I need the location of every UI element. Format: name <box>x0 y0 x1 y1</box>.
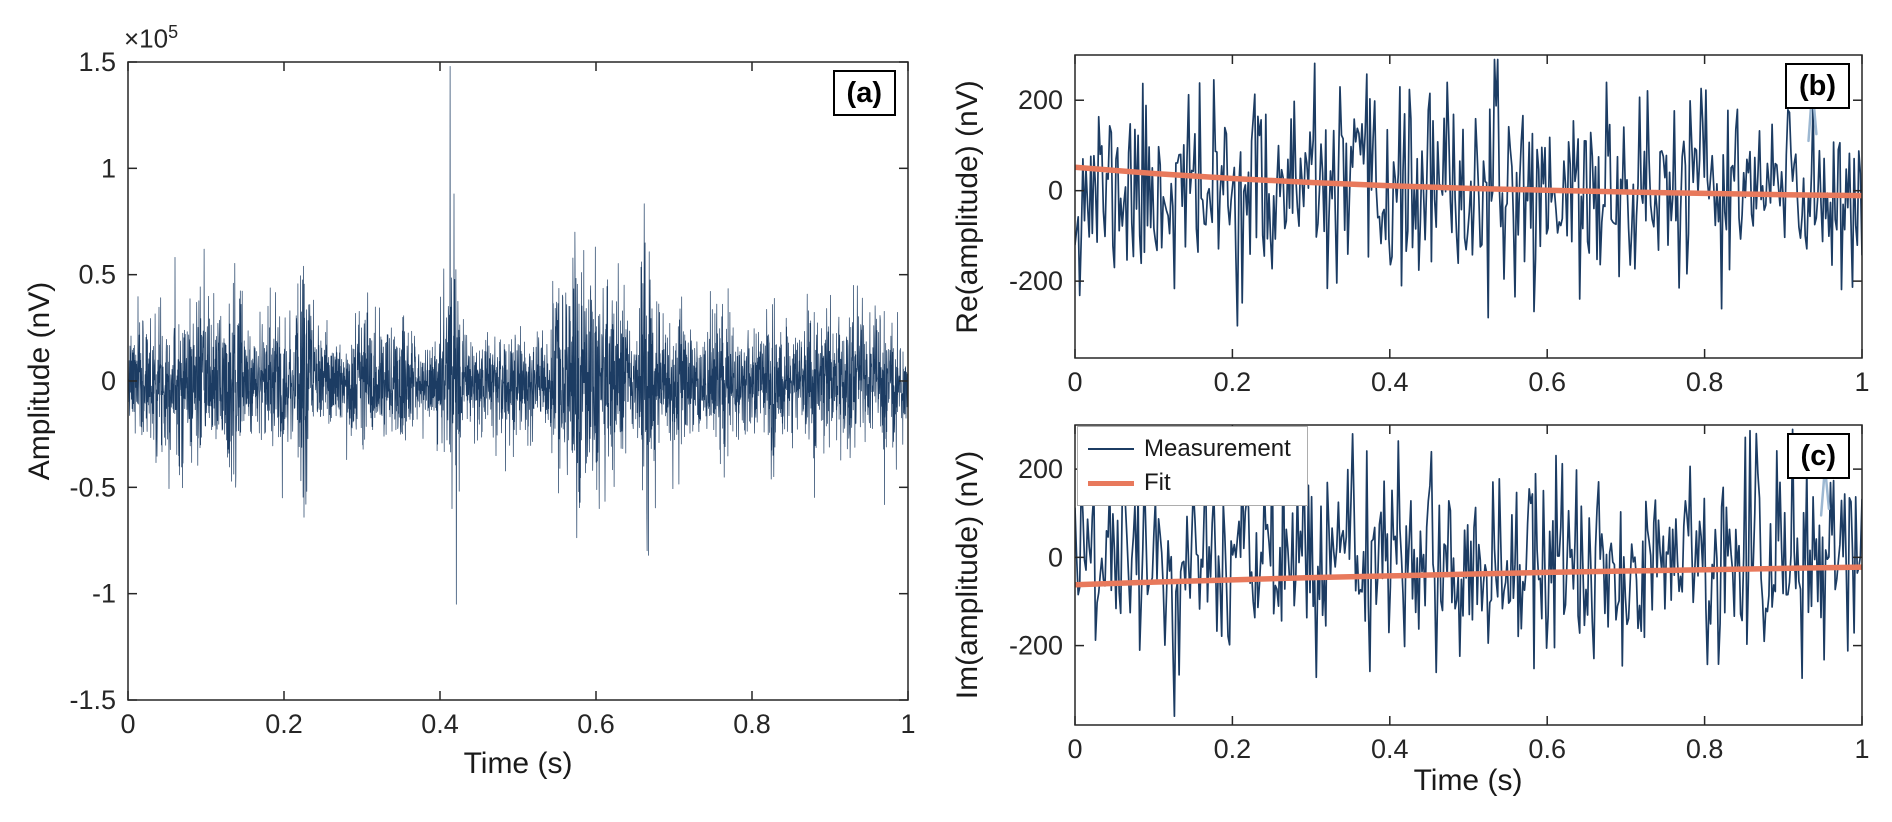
y-tick-label-c: 0 <box>1048 542 1063 572</box>
x-tick-label-b: 0.4 <box>1371 367 1409 397</box>
legend: Measurement Fit <box>1077 426 1308 506</box>
measurement-trace-c <box>1075 428 1862 718</box>
measurement-trace-b <box>1075 58 1862 327</box>
y-axis-label-a: Amplitude (nV) <box>23 281 56 481</box>
y-tick-label-a: -0.5 <box>69 472 116 502</box>
exponent-power: 5 <box>168 22 179 42</box>
fit-trace-c <box>1075 564 1862 588</box>
panel-label-a: (a) <box>832 70 896 116</box>
panel-label-c: (c) <box>1786 433 1850 479</box>
axes-box-c <box>1074 424 1863 726</box>
y-tick-label-b: 0 <box>1048 176 1063 206</box>
measurement-line-sample <box>1088 448 1134 450</box>
x-tick-label-a: 0.2 <box>265 709 303 739</box>
x-tick-label-c: 0.8 <box>1686 734 1724 764</box>
y-axis-exponent-a: ×105 <box>124 22 178 55</box>
y-tick-label-a: -1 <box>92 579 116 609</box>
y-tick-label-a: 1.5 <box>78 47 116 77</box>
x-tick-label-c: 0 <box>1067 734 1082 764</box>
signal-trace-a <box>128 65 908 605</box>
fit-line-sample <box>1088 480 1134 486</box>
x-tick-label-a: 1 <box>900 709 915 739</box>
x-tick-label-b: 0.8 <box>1686 367 1724 397</box>
x-tick-label-b: 0.2 <box>1214 367 1252 397</box>
x-tick-label-b: 1 <box>1854 367 1869 397</box>
x-tick-label-c: 0.6 <box>1528 734 1566 764</box>
legend-label-measurement: Measurement <box>1144 435 1291 462</box>
x-tick-label-c: 1 <box>1854 734 1869 764</box>
x-tick-label-c: 0.4 <box>1371 734 1409 764</box>
y-tick-label-c: 200 <box>1018 454 1063 484</box>
exponent-base: ×10 <box>124 23 169 54</box>
x-axis-label-a: Time (s) <box>463 747 573 780</box>
y-tick-label-a: 0 <box>101 366 116 396</box>
legend-item-measurement: Measurement <box>1088 435 1291 463</box>
y-tick-label-a: 1 <box>101 153 116 183</box>
x-tick-label-c: 0.2 <box>1214 734 1252 764</box>
panel-label-b: (b) <box>1784 63 1850 109</box>
y-axis-label-c: Im(amplitude) (nV) <box>951 450 984 700</box>
y-tick-label-b: 200 <box>1018 85 1063 115</box>
fit-trace-b <box>1075 164 1862 199</box>
x-tick-label-b: 0 <box>1067 367 1082 397</box>
plot-area-a <box>128 65 908 605</box>
x-tick-label-a: 0.8 <box>733 709 771 739</box>
plot-area-b <box>1075 58 1862 327</box>
legend-label-fit: Fit <box>1144 469 1171 496</box>
x-tick-label-b: 0.6 <box>1528 367 1566 397</box>
y-tick-label-a: -1.5 <box>69 685 116 715</box>
x-tick-label-a: 0 <box>120 709 135 739</box>
legend-item-fit: Fit <box>1088 469 1291 497</box>
y-tick-label-b: -200 <box>1009 266 1063 296</box>
y-tick-label-a: 0.5 <box>78 260 116 290</box>
y-axis-label-b: Re(amplitude) (nV) <box>951 80 984 334</box>
axes-box-b <box>1074 54 1863 359</box>
x-tick-label-a: 0.4 <box>421 709 459 739</box>
x-tick-label-a: 0.6 <box>577 709 615 739</box>
y-tick-label-c: -200 <box>1009 631 1063 661</box>
x-axis-label-c: Time (s) <box>1413 764 1523 797</box>
